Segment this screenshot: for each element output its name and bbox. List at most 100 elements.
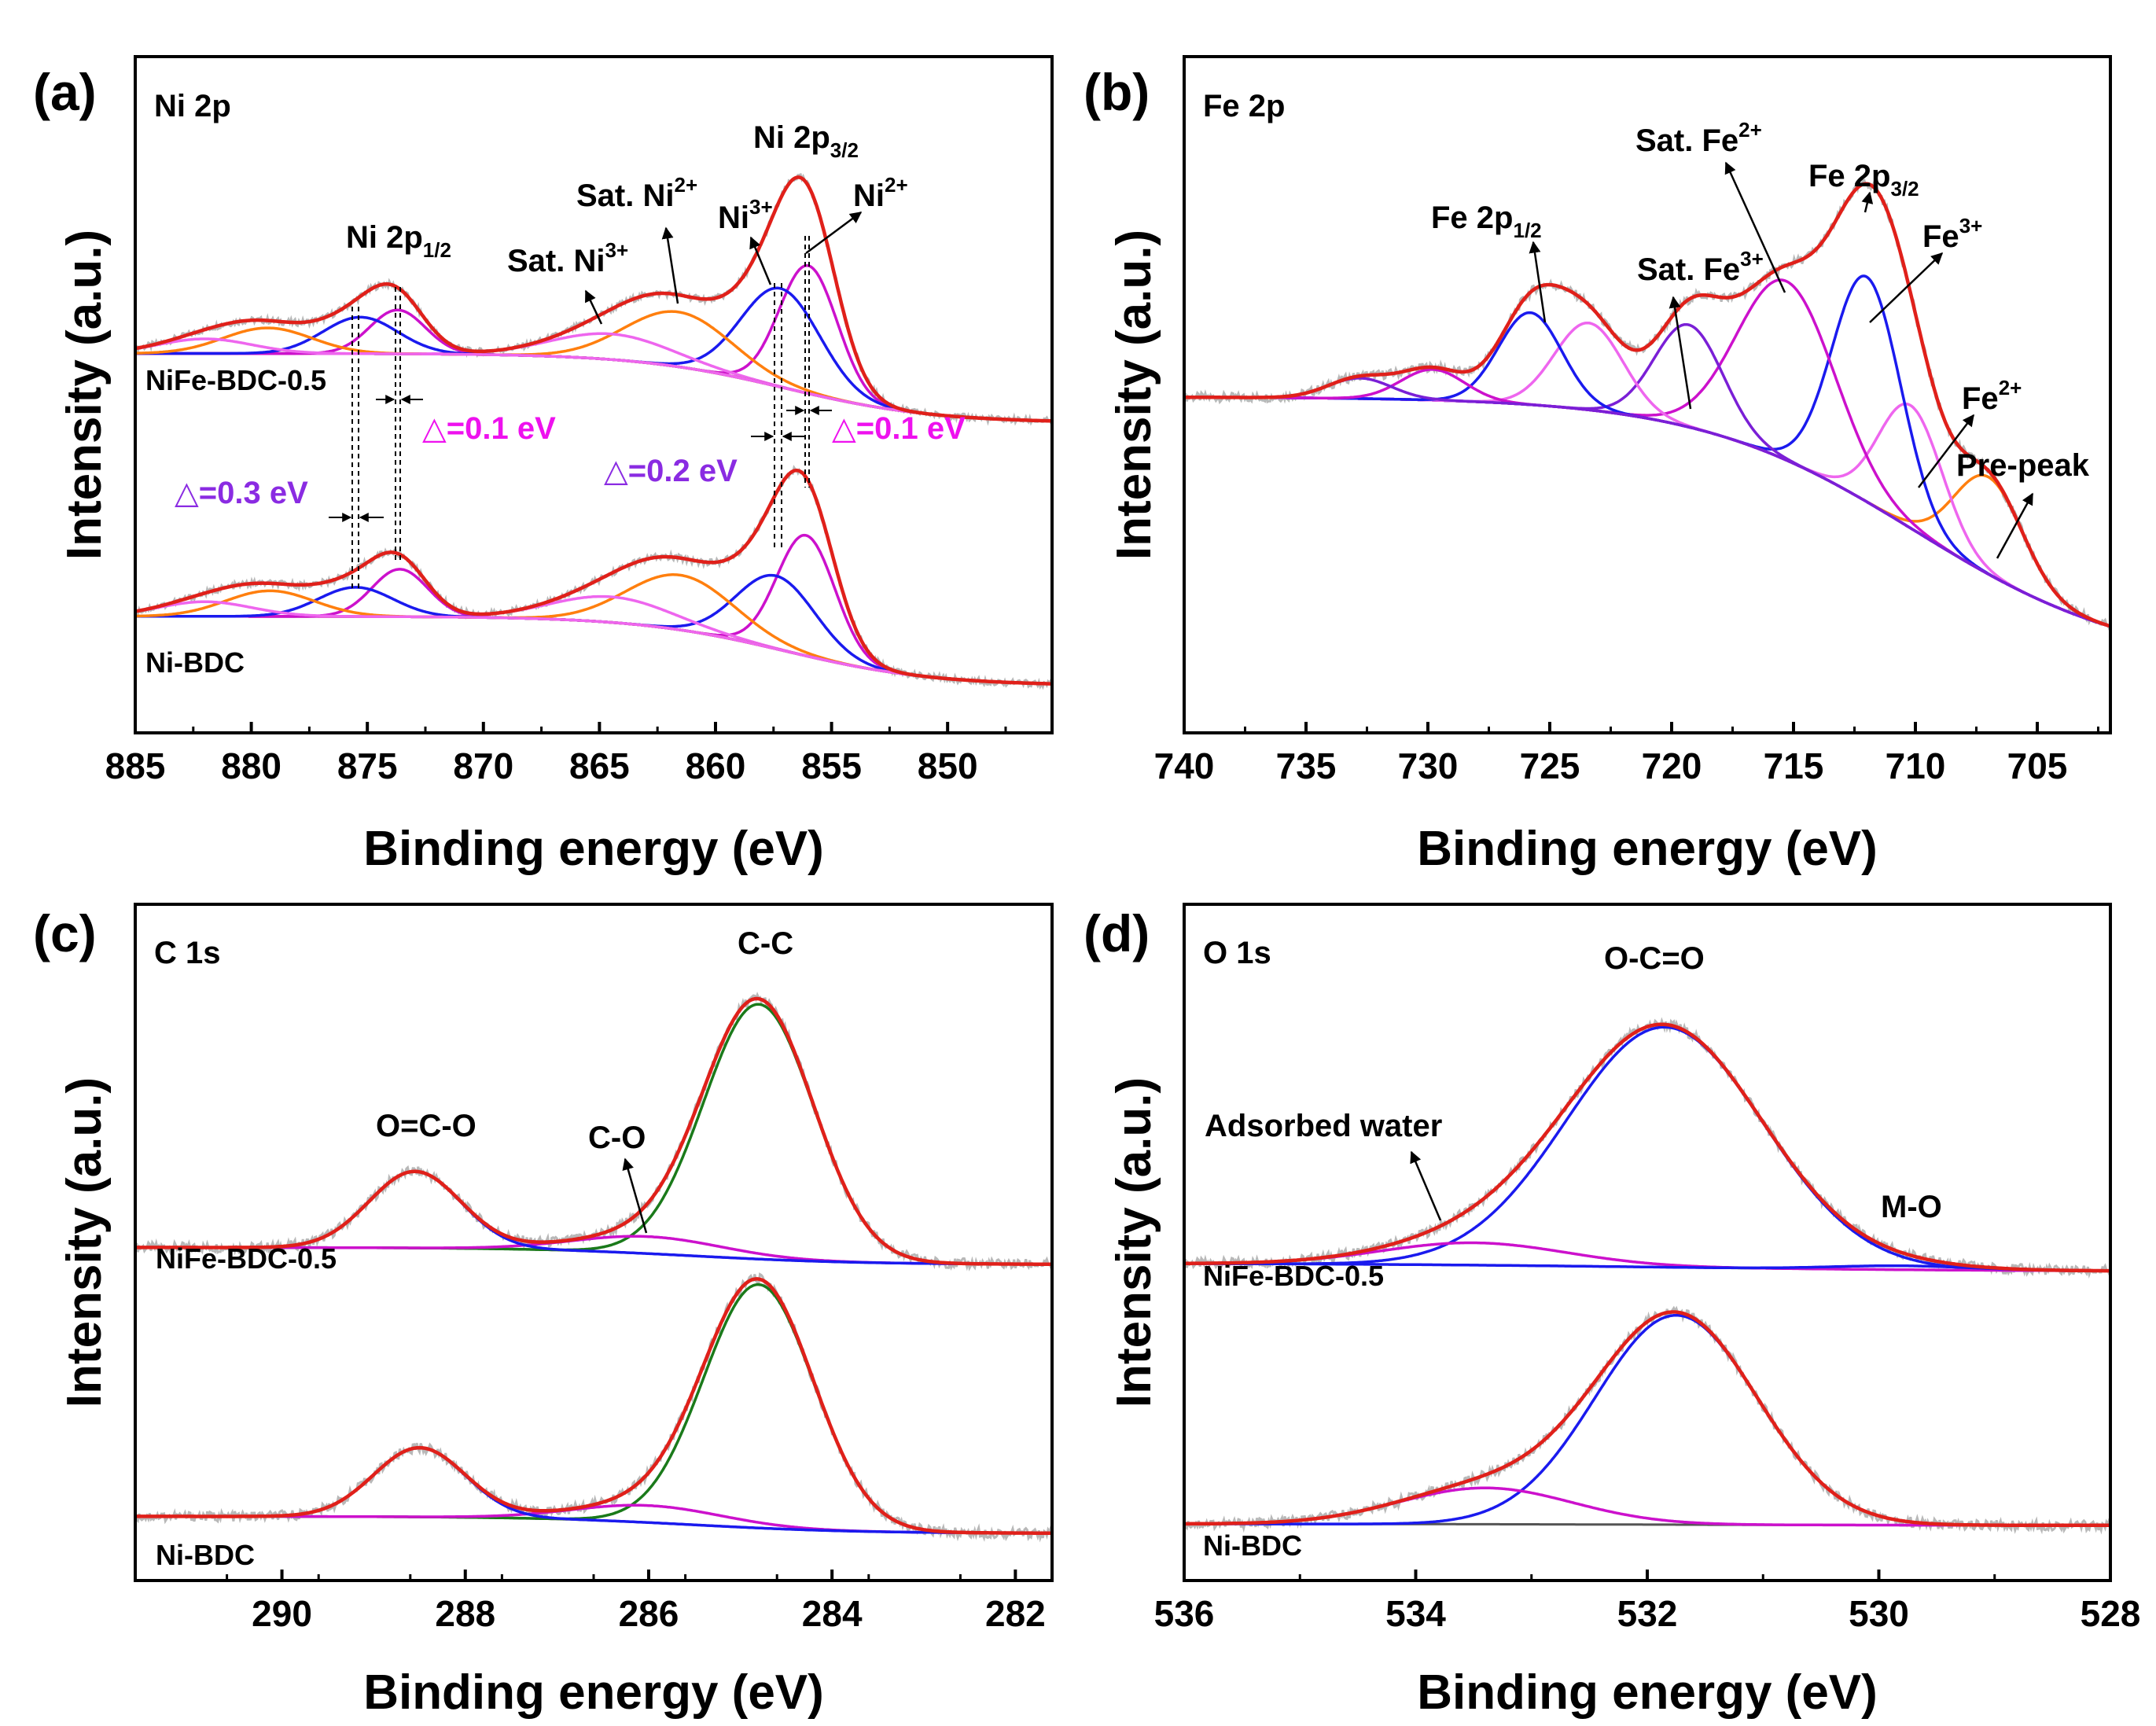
- label-cc: C-C: [738, 926, 793, 961]
- panel-c-c1s: (c) 290 288 286 284 282 C 1s NiFe-BDC-0.5 Ni…: [33, 903, 1054, 1634]
- panel-d-x-ticks: 536 534 532 530 528: [1154, 1570, 2141, 1634]
- x-tick-label: 860: [686, 745, 746, 786]
- label-fe2: Fe2+: [1962, 376, 2022, 416]
- x-tick-label: 875: [337, 745, 398, 786]
- delta-875: △=0.3 eV: [175, 476, 308, 510]
- delta-857: △=0.2 eV: [604, 454, 738, 488]
- fit-envelope-line: [135, 996, 1052, 1266]
- panel-d-ylabel: Intensity (a.u.): [1107, 1077, 1161, 1408]
- label-ni2p12: Ni 2p1/2: [346, 220, 451, 262]
- x-tick-label: 730: [1398, 745, 1459, 786]
- panel-a-x-ticks: 885 880 875 870 865 860 855 850: [105, 722, 1007, 786]
- panel-c-curves: [134, 992, 1054, 1543]
- raw-spectrum-line: [1183, 1305, 2112, 1535]
- panel-c-ylabel: Intensity (a.u.): [57, 1077, 112, 1408]
- panel-b-curves: [1183, 178, 2112, 632]
- label-ni3: Ni3+: [718, 195, 773, 235]
- panel-a-sample-label-nife: NiFe-BDC-0.5: [145, 364, 326, 396]
- label-oco-d: O-C=O: [1604, 941, 1705, 976]
- panel-d-arrows: [1410, 1150, 1442, 1221]
- fit-envelope-line: [1184, 1310, 2110, 1528]
- x-tick-label: 284: [802, 1593, 863, 1634]
- x-tick-label: 880: [221, 745, 281, 786]
- background-line: [1184, 396, 2111, 628]
- panel-b-fe2p: (b) 740 735 730 725 720 715 710 705 Fe 2p Fe 2p…: [1084, 55, 2112, 786]
- panel-a-frame: [134, 55, 1054, 734]
- x-tick-label: 530: [1849, 1593, 1909, 1634]
- panel-c-arrows: [622, 1157, 648, 1234]
- fit-peak-line: [1184, 396, 2111, 628]
- label-co: C-O: [588, 1121, 646, 1155]
- fit-envelope-line: [134, 468, 1052, 686]
- x-tick-label: 865: [569, 745, 630, 786]
- x-tick-label: 715: [1764, 745, 1824, 786]
- x-tick-label: 710: [1886, 745, 1946, 786]
- panel-a-curves: [134, 173, 1054, 690]
- label-fe3: Fe3+: [1922, 214, 1982, 254]
- raw-spectrum-line: [1183, 1017, 2112, 1279]
- fit-envelope-line: [134, 175, 1053, 423]
- panel-c-xlabel: Binding energy (eV): [363, 1665, 824, 1720]
- delta-856: △=0.1 eV: [832, 411, 966, 446]
- x-tick-label: 536: [1154, 1593, 1215, 1634]
- fit-peak-line: [134, 337, 1053, 423]
- label-sat-fe2: Sat. Fe2+: [1635, 118, 1762, 158]
- x-tick-label: 705: [2007, 745, 2068, 786]
- fit-peak-line: [1184, 1025, 2111, 1272]
- fit-peak-line: [135, 1446, 1052, 1535]
- panel-a-arrows: [584, 211, 863, 325]
- x-tick-label: 735: [1276, 745, 1337, 786]
- fit-peak-line: [1184, 1313, 2110, 1527]
- x-tick-label: 286: [619, 1593, 679, 1634]
- panel-a-ylabel: Intensity (a.u.): [57, 230, 112, 560]
- x-tick-label: 870: [453, 745, 513, 786]
- fit-envelope-line: [1184, 1022, 2110, 1273]
- panel-d-sample-label-ni: Ni-BDC: [1203, 1529, 1302, 1562]
- x-tick-label: 288: [435, 1593, 495, 1634]
- x-tick-label: 290: [252, 1593, 312, 1634]
- x-tick-label: 532: [1617, 1593, 1678, 1634]
- x-tick-label: 534: [1385, 1593, 1446, 1634]
- panel-b-frame: [1183, 55, 2112, 734]
- delta-873: △=0.1 eV: [422, 411, 556, 446]
- panel-a-xlabel: Binding energy (eV): [363, 822, 824, 876]
- label-sat-ni3: Sat. Ni3+: [507, 238, 628, 278]
- x-tick-label: 855: [801, 745, 862, 786]
- raw-spectrum-line: [134, 1272, 1054, 1543]
- panel-a-core-label: Ni 2p: [154, 89, 231, 123]
- panel-b-arrows: [1529, 161, 2034, 559]
- panel-a-shift-arrows: [329, 395, 832, 522]
- label-sat-ni2: Sat. Ni2+: [576, 173, 697, 213]
- raw-spectrum-line: [134, 992, 1054, 1271]
- label-fe2p12: Fe 2p1/2: [1431, 201, 1542, 242]
- fit-peak-line: [1184, 396, 2111, 628]
- panel-c-x-ticks: 290 288 286 284 282: [134, 1570, 1054, 1634]
- label-sat-fe3: Sat. Fe3+: [1637, 247, 1764, 287]
- fit-peak-line: [135, 533, 1052, 686]
- x-tick-label: 528: [2081, 1593, 2141, 1634]
- panel-a-ni2p: (a) 885 880 875 870 865 860 855 850 Ni 2p NiFe-…: [33, 55, 1054, 786]
- panel-d-xlabel: Binding energy (eV): [1417, 1665, 1878, 1720]
- panel-d-curves: [1183, 1017, 2112, 1535]
- fit-envelope-line: [1184, 182, 2111, 628]
- panel-a-shift-guides: [351, 236, 810, 590]
- panel-d-letter: (d): [1084, 904, 1150, 962]
- x-tick-label: 740: [1154, 745, 1215, 786]
- x-tick-label: 725: [1520, 745, 1580, 786]
- fit-peak-line: [135, 1283, 1052, 1535]
- label-adsorbed-water: Adsorbed water: [1205, 1109, 1442, 1143]
- x-tick-label: 885: [105, 745, 166, 786]
- axis-titles: Binding energy (eV) Binding energy (eV) …: [57, 230, 1878, 1720]
- label-fe2p32: Fe 2p3/2: [1808, 159, 1919, 201]
- label-ni2: Ni2+: [853, 173, 908, 213]
- x-tick-label: 282: [985, 1593, 1046, 1634]
- x-tick-label: 850: [918, 745, 978, 786]
- fit-envelope-line: [135, 1277, 1052, 1535]
- fit-peak-line: [1184, 1262, 2110, 1272]
- x-tick-label: 720: [1642, 745, 1702, 786]
- panel-c-sample-label-nife: NiFe-BDC-0.5: [156, 1242, 337, 1275]
- panel-b-x-ticks: 740 735 730 725 720 715 710 705: [1154, 722, 2099, 786]
- panel-c-sample-label-ni: Ni-BDC: [156, 1539, 255, 1571]
- label-prepeak: Pre-peak: [1956, 448, 2090, 483]
